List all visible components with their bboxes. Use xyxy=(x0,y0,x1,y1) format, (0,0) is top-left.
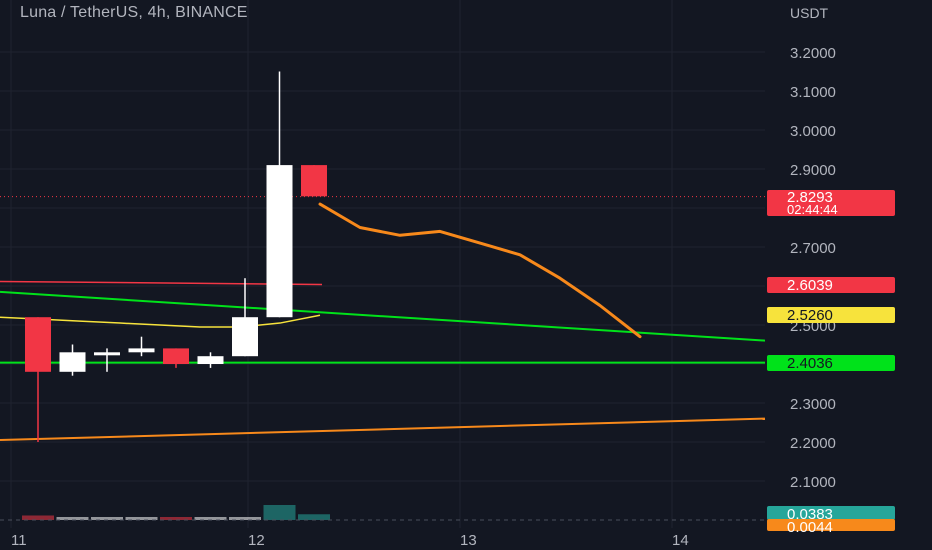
price-tick: 2.1000 xyxy=(790,474,836,491)
red-level-tag-bg xyxy=(767,277,895,293)
volume-bar xyxy=(56,517,89,520)
yellow-moving-average xyxy=(0,314,321,328)
candle-body xyxy=(163,348,189,364)
candle-body xyxy=(59,352,86,372)
candles xyxy=(25,71,327,442)
red-level-tag: 2.6039 xyxy=(787,277,833,294)
time-tick: 14 xyxy=(672,532,689,549)
green-trendline xyxy=(0,290,766,342)
price-tick: 3.0000 xyxy=(790,123,836,140)
time-tick: 13 xyxy=(460,532,477,549)
volume-orange-tag: 0.0044 xyxy=(787,519,833,536)
price-axis: 3.20003.10003.00002.90002.70002.50002.30… xyxy=(790,5,836,491)
price-tick: 2.9000 xyxy=(790,162,836,179)
yellow-ma-tag: 2.5260 xyxy=(787,307,833,324)
current-price-tag-bg xyxy=(767,190,895,216)
price-tick: 3.1000 xyxy=(790,84,836,101)
time-axis: 11 12 13 14 xyxy=(11,532,689,549)
support-tag: 2.4036 xyxy=(787,355,833,372)
support-tag-bg xyxy=(767,355,895,371)
volume-bar xyxy=(22,515,54,520)
price-tick: 2.2000 xyxy=(790,435,836,452)
candle-body xyxy=(197,356,224,364)
volume-bar xyxy=(160,517,192,520)
projection-path xyxy=(318,202,642,339)
price-tick: 2.3000 xyxy=(790,396,836,413)
volume-bar xyxy=(263,505,296,520)
time-tick: 12 xyxy=(248,532,265,549)
volume-bar xyxy=(125,517,158,520)
volume-bar xyxy=(298,514,330,520)
candle-body xyxy=(266,165,293,318)
price-tick: 3.2000 xyxy=(790,45,836,62)
volume-orange-tag-bg xyxy=(767,519,895,531)
volume-teal-tag-bg xyxy=(767,506,895,520)
candle-body xyxy=(94,352,120,356)
countdown-tag: 02:44:44 xyxy=(787,202,838,217)
currency-label: USDT xyxy=(790,5,829,21)
candle-body xyxy=(25,317,51,372)
volume-teal-tag: 0.0383 xyxy=(787,506,833,523)
candle-body xyxy=(128,348,155,353)
current-price-tag: 2.8293 xyxy=(787,189,833,206)
yellow-ma-tag-bg xyxy=(767,307,895,323)
volume-bar xyxy=(194,517,227,520)
volume-bars xyxy=(0,505,765,521)
time-tick: 11 xyxy=(11,532,27,549)
volume-bar xyxy=(91,517,123,520)
orange-trendline xyxy=(0,417,766,442)
candle-body xyxy=(232,317,258,357)
price-tick: 2.7000 xyxy=(790,240,836,257)
chart-lines xyxy=(0,196,766,442)
candle-body xyxy=(301,165,327,197)
chart-title: Luna / TetherUS, 4h, BINANCE xyxy=(20,4,248,21)
chart-grid xyxy=(0,0,765,528)
volume-bar xyxy=(229,517,261,520)
